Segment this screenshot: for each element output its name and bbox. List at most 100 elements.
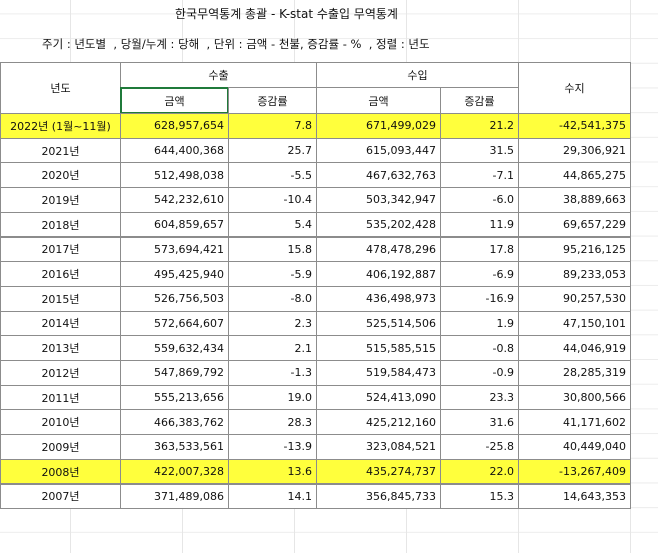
year-cell[interactable]: 2017년 xyxy=(0,236,121,263)
value-cell[interactable]: 467,632,763 xyxy=(316,162,441,189)
value-cell[interactable]: 2.3 xyxy=(228,310,317,337)
value-cell[interactable]: 604,859,657 xyxy=(120,211,229,238)
value-cell[interactable]: 5.4 xyxy=(228,211,317,238)
value-cell[interactable]: 38,889,663 xyxy=(518,187,631,213)
value-cell[interactable]: -10.4 xyxy=(228,187,317,213)
value-cell[interactable]: 44,865,275 xyxy=(518,162,631,189)
value-cell[interactable]: 29,306,921 xyxy=(518,137,631,164)
year-cell[interactable]: 2018년 xyxy=(0,211,121,238)
value-cell[interactable]: 535,202,428 xyxy=(316,211,441,238)
value-cell[interactable]: 495,425,940 xyxy=(120,261,229,287)
value-cell[interactable]: 69,657,229 xyxy=(518,211,631,238)
year-cell[interactable]: 2007년 xyxy=(0,483,121,510)
value-cell[interactable]: -5.9 xyxy=(228,261,317,287)
value-cell[interactable]: 542,232,610 xyxy=(120,187,229,213)
value-cell[interactable]: 503,342,947 xyxy=(316,187,441,213)
value-cell[interactable]: 406,192,887 xyxy=(316,261,441,287)
title: 한국무역통계 총괄 - K-stat 수출입 무역통계 xyxy=(175,7,398,21)
value-cell[interactable]: 547,869,792 xyxy=(120,360,229,386)
value-cell[interactable]: 23.3 xyxy=(440,384,519,411)
value-cell[interactable]: 519,584,473 xyxy=(316,360,441,386)
value-cell[interactable]: 14.1 xyxy=(228,483,317,510)
value-cell[interactable]: -7.1 xyxy=(440,162,519,189)
value-cell[interactable]: 22.0 xyxy=(440,458,519,485)
year-cell[interactable]: 2016년 xyxy=(0,261,121,287)
value-cell[interactable]: 41,171,602 xyxy=(518,409,631,436)
value-cell[interactable]: 44,046,919 xyxy=(518,335,631,361)
value-cell[interactable]: -8.0 xyxy=(228,285,317,312)
value-cell[interactable]: 7.8 xyxy=(228,113,317,139)
value-cell[interactable]: 572,664,607 xyxy=(120,310,229,337)
value-cell[interactable]: -42,541,375 xyxy=(518,113,631,139)
value-cell[interactable]: 525,514,506 xyxy=(316,310,441,337)
value-cell[interactable]: -1.3 xyxy=(228,360,317,386)
year-cell[interactable]: 2013년 xyxy=(0,335,121,361)
value-cell[interactable]: 2.1 xyxy=(228,335,317,361)
year-cell[interactable]: 2012년 xyxy=(0,360,121,386)
value-cell[interactable]: 13.6 xyxy=(228,458,317,485)
subheader-cell[interactable]: 금액 xyxy=(120,87,229,114)
value-cell[interactable]: 559,632,434 xyxy=(120,335,229,361)
value-cell[interactable]: 90,257,530 xyxy=(518,285,631,312)
value-cell[interactable]: 95,216,125 xyxy=(518,236,631,263)
value-cell[interactable]: 671,499,029 xyxy=(316,113,441,139)
value-cell[interactable]: 371,489,086 xyxy=(120,483,229,510)
value-cell[interactable]: -0.8 xyxy=(440,335,519,361)
value-cell[interactable]: 466,383,762 xyxy=(120,409,229,436)
conditions: 주기 : 년도별 , 당월/누계 : 당해 , 단위 : 금액 - 천불, 증감… xyxy=(42,37,430,51)
value-cell[interactable]: 28.3 xyxy=(228,409,317,436)
year-cell[interactable]: 2020년 xyxy=(0,162,121,189)
value-cell[interactable]: -0.9 xyxy=(440,360,519,386)
year-cell[interactable]: 2015년 xyxy=(0,285,121,312)
value-cell[interactable]: 515,585,515 xyxy=(316,335,441,361)
value-cell[interactable]: 40,449,040 xyxy=(518,434,631,460)
value-cell[interactable]: 435,274,737 xyxy=(316,458,441,485)
value-cell[interactable]: -13,267,409 xyxy=(518,458,631,485)
value-cell[interactable]: 15.3 xyxy=(440,483,519,510)
year-cell[interactable]: 2019년 xyxy=(0,187,121,213)
year-cell[interactable]: 2022년 (1월~11월) xyxy=(0,113,121,139)
value-cell[interactable]: 30,800,566 xyxy=(518,384,631,411)
value-cell[interactable]: 436,498,973 xyxy=(316,285,441,312)
value-cell[interactable]: 573,694,421 xyxy=(120,236,229,263)
value-cell[interactable]: 628,957,654 xyxy=(120,113,229,139)
value-cell[interactable]: 31.6 xyxy=(440,409,519,436)
year-cell[interactable]: 2011년 xyxy=(0,384,121,411)
value-cell[interactable]: 31.5 xyxy=(440,137,519,164)
value-cell[interactable]: 615,093,447 xyxy=(316,137,441,164)
value-cell[interactable]: 15.8 xyxy=(228,236,317,263)
value-cell[interactable]: 28,285,319 xyxy=(518,360,631,386)
value-cell[interactable]: 512,498,038 xyxy=(120,162,229,189)
value-cell[interactable]: -25.8 xyxy=(440,434,519,460)
value-cell[interactable]: 526,756,503 xyxy=(120,285,229,312)
value-cell[interactable]: 425,212,160 xyxy=(316,409,441,436)
value-cell[interactable]: 356,845,733 xyxy=(316,483,441,510)
value-cell[interactable]: 644,400,368 xyxy=(120,137,229,164)
value-cell[interactable]: 323,084,521 xyxy=(316,434,441,460)
value-cell[interactable]: -5.5 xyxy=(228,162,317,189)
value-cell[interactable]: 363,533,561 xyxy=(120,434,229,460)
year-cell[interactable]: 2014년 xyxy=(0,310,121,337)
value-cell[interactable]: -13.9 xyxy=(228,434,317,460)
value-cell[interactable]: -6.0 xyxy=(440,187,519,213)
value-cell[interactable]: 89,233,053 xyxy=(518,261,631,287)
value-cell[interactable]: 478,478,296 xyxy=(316,236,441,263)
value-cell[interactable]: 14,643,353 xyxy=(518,483,631,510)
value-cell[interactable]: 555,213,656 xyxy=(120,384,229,411)
year-cell[interactable]: 2021년 xyxy=(0,137,121,164)
value-cell[interactable]: 422,007,328 xyxy=(120,458,229,485)
value-cell[interactable]: -6.9 xyxy=(440,261,519,287)
value-cell[interactable]: 17.8 xyxy=(440,236,519,263)
value-cell[interactable]: 11.9 xyxy=(440,211,519,238)
value-cell[interactable]: 47,150,101 xyxy=(518,310,631,337)
year-cell[interactable]: 2008년 xyxy=(0,458,121,485)
year-cell[interactable]: 2010년 xyxy=(0,409,121,436)
value-cell[interactable]: -16.9 xyxy=(440,285,519,312)
value-cell[interactable]: 21.2 xyxy=(440,113,519,139)
value-cell[interactable]: 19.0 xyxy=(228,384,317,411)
value-cell[interactable]: 1.9 xyxy=(440,310,519,337)
value-cell[interactable]: 524,413,090 xyxy=(316,384,441,411)
value-cell[interactable]: 25.7 xyxy=(228,137,317,164)
year-cell[interactable]: 2009년 xyxy=(0,434,121,460)
